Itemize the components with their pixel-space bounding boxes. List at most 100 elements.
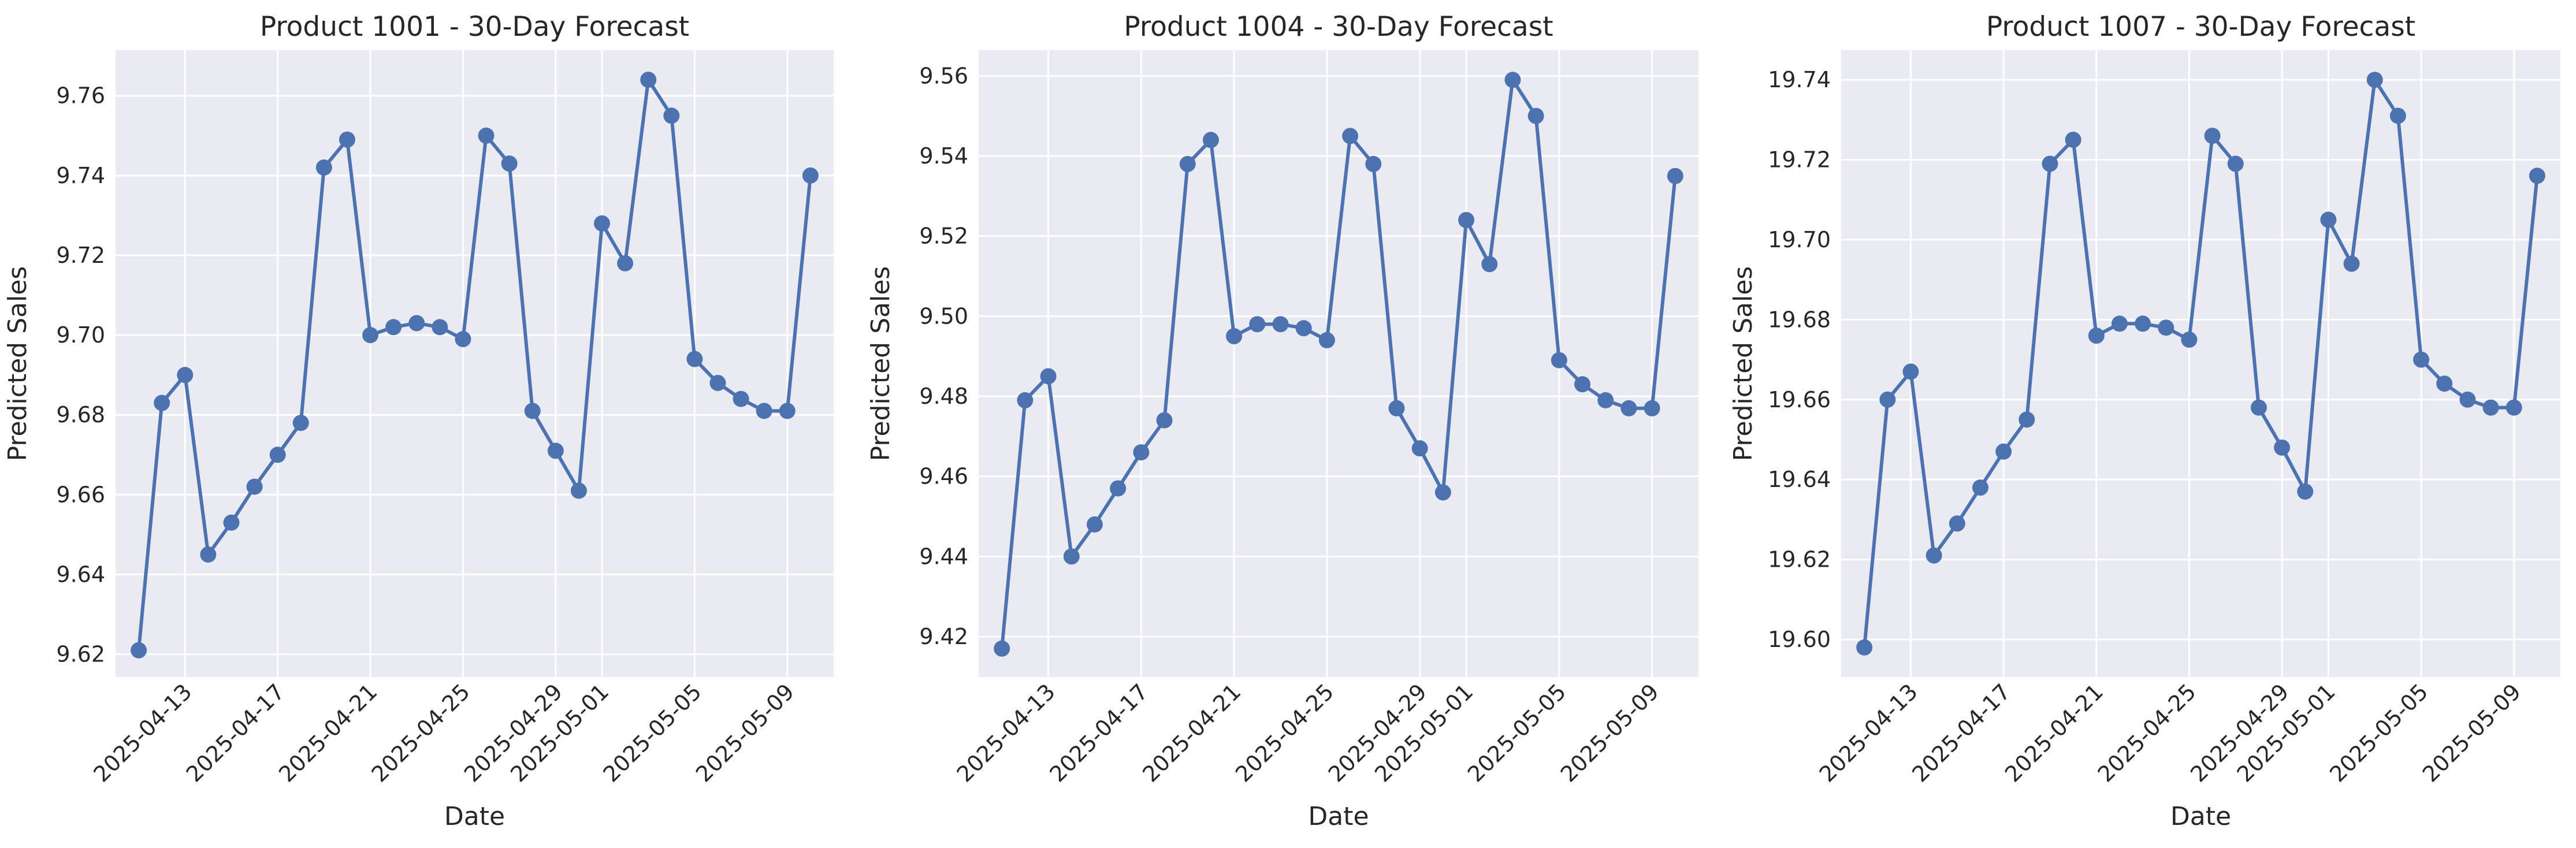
data-point	[385, 319, 402, 336]
data-point	[362, 327, 379, 344]
chart-title: Product 1001 - 30-Day Forecast	[260, 11, 689, 43]
data-point	[2482, 399, 2499, 416]
data-point	[524, 403, 541, 419]
data-point	[2065, 132, 2081, 148]
y-tick-label: 9.44	[919, 544, 968, 569]
data-point	[594, 215, 611, 232]
data-point	[154, 395, 170, 411]
plot-area	[116, 50, 834, 677]
data-point	[1458, 211, 1475, 228]
data-point	[200, 546, 217, 563]
y-axis-label: Predicted Sales	[3, 266, 32, 462]
y-tick-label: 19.72	[1768, 147, 1831, 173]
chart-title: Product 1007 - 30-Day Forecast	[1986, 11, 2415, 43]
forecast-series	[994, 72, 1683, 657]
y-tick-label: 19.66	[1768, 387, 1831, 412]
y-tick-label: 9.64	[56, 562, 105, 587]
data-point	[315, 159, 332, 176]
data-point	[2320, 211, 2337, 228]
y-tick-label: 9.42	[919, 624, 968, 649]
data-point	[2297, 483, 2314, 500]
x-axis-label: Date	[1308, 802, 1369, 831]
data-point	[663, 107, 680, 124]
data-point	[733, 390, 749, 407]
data-point	[2529, 168, 2545, 184]
y-tick-label: 9.62	[56, 642, 105, 667]
data-point	[478, 127, 495, 144]
data-point	[2436, 375, 2453, 392]
y-tick-label: 19.74	[1768, 67, 1831, 92]
y-tick-label: 9.56	[919, 63, 968, 88]
data-point	[1434, 484, 1451, 501]
data-point	[1133, 444, 1150, 461]
data-point	[1249, 316, 1266, 333]
data-point	[1481, 256, 1498, 273]
data-point	[1318, 332, 1335, 348]
data-point	[1110, 480, 1127, 497]
y-tick-label: 9.52	[919, 224, 968, 249]
y-tick-label: 9.70	[56, 322, 105, 348]
data-point	[1202, 132, 1219, 148]
x-axis-label: Date	[444, 802, 505, 831]
data-point	[1295, 320, 1312, 337]
y-tick-label: 9.48	[919, 384, 968, 409]
data-point	[501, 155, 518, 172]
data-point	[1574, 376, 1591, 393]
chart-title: Product 1004 - 30-Day Forecast	[1124, 11, 1553, 43]
y-tick-labels: 9.42 9.44 9.46 9.48 9.50 9.52 9.54 9.56	[919, 63, 968, 649]
data-point	[640, 72, 657, 88]
data-point	[547, 442, 564, 459]
data-point	[1063, 548, 1080, 565]
gridlines	[116, 50, 834, 677]
data-point	[2227, 155, 2244, 172]
y-tick-label: 9.74	[56, 163, 105, 188]
data-point	[2158, 319, 2174, 336]
data-point	[131, 642, 147, 659]
plot-area	[1841, 50, 2560, 677]
data-point	[2366, 72, 2383, 88]
data-point	[2343, 255, 2360, 272]
data-point	[2088, 328, 2105, 344]
data-point	[432, 319, 448, 336]
data-point	[1365, 155, 1382, 172]
data-point	[1597, 392, 1614, 408]
data-point	[2459, 391, 2476, 408]
data-point	[1856, 639, 1873, 656]
data-point	[1226, 328, 1243, 345]
data-point	[1667, 168, 1683, 184]
data-point	[1388, 400, 1405, 416]
data-point	[1551, 352, 1567, 369]
data-point	[1620, 400, 1637, 416]
data-point	[455, 331, 471, 348]
data-point	[617, 255, 634, 271]
data-point	[408, 315, 425, 332]
data-point	[1411, 440, 1428, 457]
y-tick-label: 19.62	[1768, 547, 1831, 572]
y-tick-label: 9.66	[56, 482, 105, 507]
plot-area	[979, 50, 1698, 677]
data-point	[1342, 128, 1359, 144]
data-point	[1902, 363, 1919, 380]
y-tick-label: 9.46	[919, 464, 968, 489]
y-tick-label: 19.68	[1768, 307, 1831, 332]
data-point	[1272, 316, 1289, 333]
data-point	[2274, 439, 2291, 456]
x-axis-label: Date	[2170, 802, 2231, 831]
data-point	[2413, 351, 2430, 368]
forecast-series	[1856, 72, 2545, 656]
y-tick-label: 9.54	[919, 143, 968, 169]
y-axis-label: Predicted Sales	[866, 266, 895, 462]
data-point	[246, 478, 263, 495]
data-point	[2135, 315, 2151, 332]
data-point	[1040, 368, 1057, 385]
data-point	[1949, 515, 1965, 532]
data-point	[2019, 411, 2035, 428]
data-point	[2111, 315, 2128, 332]
data-point	[779, 403, 796, 419]
data-point	[1504, 72, 1521, 88]
data-point	[1995, 443, 2012, 460]
data-point	[756, 403, 772, 419]
data-point	[994, 640, 1010, 657]
data-point	[1017, 392, 1034, 408]
data-point	[1527, 107, 1544, 124]
